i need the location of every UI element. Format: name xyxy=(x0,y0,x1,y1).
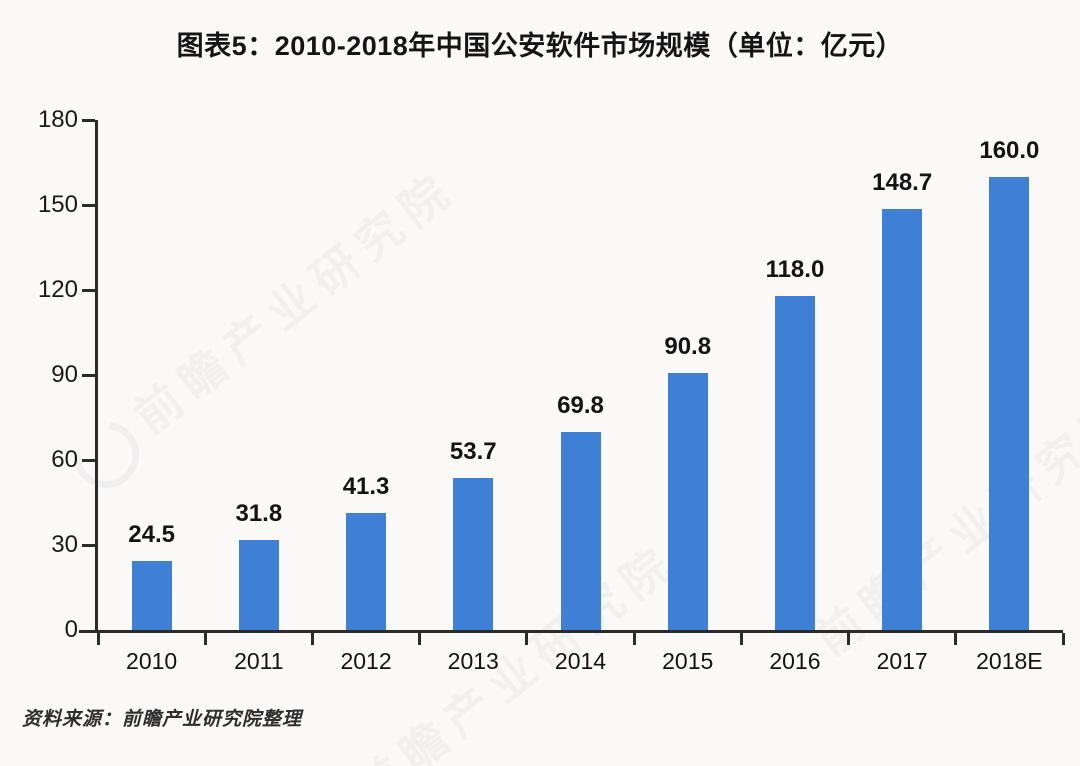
x-axis-category-label: 2017 xyxy=(876,648,928,674)
x-axis-category-label: 2018E xyxy=(976,648,1043,674)
bar-2014 xyxy=(560,432,601,630)
bar-2012 xyxy=(346,512,387,630)
bar-2015 xyxy=(667,372,708,630)
x-axis-tick xyxy=(632,633,636,645)
x-axis-tick xyxy=(96,633,100,645)
bar-2010 xyxy=(131,560,172,630)
bar-2013 xyxy=(453,477,494,630)
x-axis-category-label: 2010 xyxy=(126,648,178,674)
page-title: 图表5：2010-2018年中国公安软件市场规模（单位：亿元） xyxy=(176,31,904,61)
plot-area: 0 30 60 90 120 150 180 24.5 2010 31.8 2011 41.3 2012… xyxy=(38,108,1065,674)
bar-value-label: 148.7 xyxy=(872,168,933,196)
x-axis-tick xyxy=(310,633,314,645)
bar-value-label: 31.8 xyxy=(235,499,283,527)
x-axis-corner-tick xyxy=(79,630,98,633)
y-axis-label: 150 xyxy=(37,191,78,218)
bar-value-label: 90.8 xyxy=(664,332,712,360)
x-axis-tick xyxy=(954,633,958,645)
x-axis-category-label: 2011 xyxy=(234,648,284,674)
y-axis-tick xyxy=(82,204,95,207)
x-axis-tick xyxy=(847,633,851,645)
bar-value-label: 53.7 xyxy=(449,437,497,465)
bar-value-label: 24.5 xyxy=(128,520,175,548)
bar-value-label: 160.0 xyxy=(979,136,1040,164)
y-axis-label: 120 xyxy=(37,276,78,303)
bar-2011 xyxy=(238,539,279,630)
x-axis-tick xyxy=(739,633,743,645)
x-axis-category-label: 2015 xyxy=(662,648,714,674)
x-axis-category-label: 2014 xyxy=(554,648,607,674)
x-axis-tick xyxy=(418,633,422,645)
y-axis-tick xyxy=(82,374,95,377)
y-axis-label: 90 xyxy=(51,361,78,388)
x-axis-tick xyxy=(1061,633,1065,645)
x-axis-category-label: 2016 xyxy=(769,648,821,674)
bar-value-label: 69.8 xyxy=(557,392,604,420)
y-axis-label: 0 xyxy=(64,616,78,643)
x-axis-category-label: 2013 xyxy=(447,648,499,674)
x-axis-category-label: 2012 xyxy=(340,648,392,674)
y-axis-tick xyxy=(82,544,95,547)
y-axis-label: 60 xyxy=(51,446,78,473)
bar-2018E xyxy=(989,176,1030,630)
y-axis-label: 180 xyxy=(37,106,78,133)
bar-value-label: 118.0 xyxy=(765,255,825,283)
bar-2017 xyxy=(882,208,923,630)
source-note: 资料来源：前瞻产业研究院整理 xyxy=(22,709,303,730)
bar-2016 xyxy=(774,295,815,630)
bar-value-label: 41.3 xyxy=(342,472,390,500)
y-axis-tick xyxy=(82,119,95,122)
y-axis-label: 30 xyxy=(51,531,78,558)
y-axis-tick xyxy=(82,459,95,462)
x-axis-tick xyxy=(203,633,207,645)
y-axis-tick xyxy=(82,289,95,292)
x-axis-tick xyxy=(525,633,529,645)
